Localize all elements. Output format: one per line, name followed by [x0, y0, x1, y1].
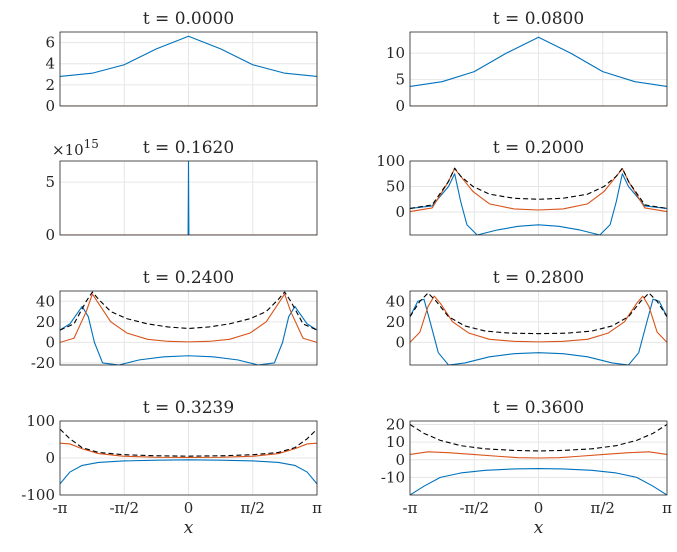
y-tick-label: 0 [45, 97, 55, 115]
series-line-orange [60, 293, 317, 343]
x-axis-label: x [184, 518, 194, 538]
y-tick-label: 0 [45, 449, 55, 467]
subplot-title: t = 0.2400 [143, 268, 234, 288]
subplot-title: t = 0.3600 [493, 398, 584, 418]
y-tick-label: 6 [45, 34, 55, 52]
subplot-title: t = 0.2800 [493, 268, 584, 288]
axes-box [59, 420, 318, 496]
y-tick-label: 20 [386, 313, 405, 331]
y-tick-label: 10 [386, 44, 405, 62]
subplot-title: t = 0.2000 [493, 138, 584, 158]
subplot-title: t = 0.3239 [143, 398, 234, 418]
y-tick-label: 0 [395, 203, 405, 221]
subplot-2: 0 5 10 t = 0.0800 [386, 9, 668, 115]
x-tick-label: 0 [184, 499, 194, 517]
y-tick-label: 2 [45, 76, 55, 94]
axes-box [409, 290, 668, 366]
y-tick-label: -20 [31, 354, 55, 372]
series-line-orange [410, 451, 667, 459]
series-line-blue [60, 161, 317, 235]
axes-box [409, 420, 668, 496]
x-axis-label: x [534, 518, 544, 538]
y-tick-label: 0 [395, 333, 405, 351]
subplot-5: -20 0 20 40 t = 0.2400 [31, 268, 318, 372]
x-tick-label: π [662, 499, 672, 517]
y-tick-label: 4 [45, 55, 55, 73]
subplot-1: 0 2 4 6 t = 0.0000 [45, 9, 318, 115]
series-line-dashed [410, 167, 667, 210]
series-line-dashed [60, 428, 317, 457]
axes-box [409, 31, 668, 107]
series-line-orange [410, 295, 667, 343]
y-tick-label: 40 [386, 292, 405, 310]
subplot-3: 0 5 ×1015 t = 0.1620 [45, 137, 318, 244]
subplot-7: -100 0 100 t = 0.3239 -π -π/2 0 π/2 π x [21, 398, 322, 538]
x-tick-label: -π/2 [459, 499, 489, 517]
x-tick-label: π/2 [241, 499, 265, 517]
y-tick-label: 100 [26, 412, 55, 430]
y-tick-label: 0 [45, 333, 55, 351]
y-tick-label: 0 [45, 226, 55, 244]
series-line-dashed [410, 424, 667, 452]
x-tick-label: -π [53, 499, 68, 517]
y-tick-label: -10 [381, 468, 405, 486]
subplot-title: t = 0.0800 [493, 9, 584, 29]
series-line-blue [410, 36, 667, 87]
x-tick-label: π [312, 499, 322, 517]
series-line-blue [410, 298, 667, 365]
axes-box [409, 160, 668, 236]
y-tick-label: 50 [386, 178, 405, 196]
axes-box [59, 290, 318, 366]
y-tick-label: 40 [36, 292, 55, 310]
y-multiplier: ×1015 [52, 137, 99, 159]
y-tick-label: 0 [395, 451, 405, 469]
y-tick-label: -100 [21, 486, 55, 504]
subplot-title: t = 0.0000 [143, 9, 234, 29]
subplot-6: 0 20 40 t = 0.2800 [386, 268, 668, 366]
y-tick-label: 0 [395, 97, 405, 115]
y-tick-label: 10 [386, 433, 405, 451]
y-tick-label: 20 [36, 313, 55, 331]
series-line-blue [60, 305, 317, 365]
series-line-blue [60, 35, 317, 77]
y-tick-label: 5 [45, 173, 55, 191]
x-tick-label: π/2 [591, 499, 615, 517]
x-tick-label: 0 [534, 499, 544, 517]
series-line-blue [60, 459, 317, 485]
axes-box [59, 31, 318, 107]
series-line-dashed [60, 291, 317, 331]
series-line-blue [410, 468, 667, 495]
series-line-blue [410, 173, 667, 235]
subplot-title: t = 0.1620 [143, 138, 234, 158]
axes-box [59, 160, 318, 236]
series-line-orange [60, 442, 317, 458]
y-tick-label: 5 [395, 71, 405, 89]
y-tick-label: 100 [376, 152, 405, 170]
x-tick-label: -π [403, 499, 418, 517]
series-line-dashed [410, 292, 667, 335]
x-tick-label: -π/2 [109, 499, 139, 517]
y-tick-label: 20 [386, 416, 405, 434]
subplot-4: 0 50 100 t = 0.2000 [376, 138, 668, 236]
